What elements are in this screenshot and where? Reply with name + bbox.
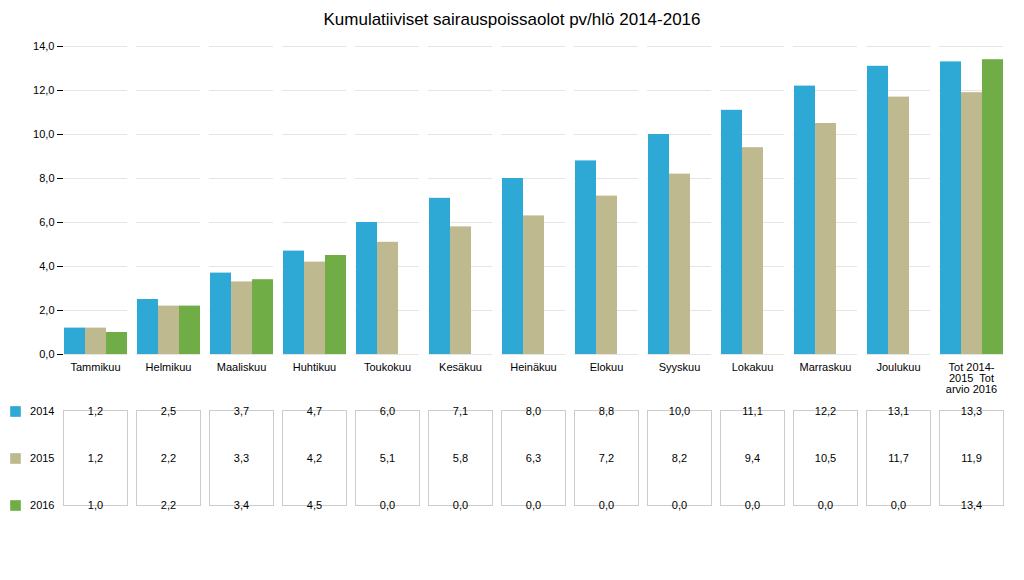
svg-text:0,0: 0,0 xyxy=(453,499,468,511)
html-text:Kumulatiiviset sairauspoissaol: Kumulatiiviset sairauspoissaolot pv/hlö … xyxy=(323,10,701,29)
svg-text:2,5: 2,5 xyxy=(161,406,176,417)
svg-text:8,8: 8,8 xyxy=(599,406,614,417)
svg-text:0,0: 0,0 xyxy=(380,499,395,511)
svg-text:3,4: 3,4 xyxy=(234,499,249,511)
svg-text:Marraskuu: Marraskuu xyxy=(800,361,852,373)
svg-text:1,2: 1,2 xyxy=(88,452,103,464)
svg-text:6,0: 6,0 xyxy=(39,216,54,228)
svg-text:6,0: 6,0 xyxy=(380,406,395,417)
svg-text:13,4: 13,4 xyxy=(961,499,982,511)
svg-text:12,2: 12,2 xyxy=(815,406,836,417)
svg-text:9,4: 9,4 xyxy=(745,452,760,464)
svg-text:2,0: 2,0 xyxy=(39,304,54,316)
svg-text:8,2: 8,2 xyxy=(672,452,687,464)
svg-text:1,0: 1,0 xyxy=(88,499,103,511)
svg-text:13,1: 13,1 xyxy=(888,406,909,417)
svg-text:3,7: 3,7 xyxy=(234,406,249,417)
svg-text:0,0: 0,0 xyxy=(599,499,614,511)
svg-text:Tot 2014-2015 Totarvio 2016: Tot 2014-2015 Totarvio 2016 xyxy=(946,361,997,395)
svg-text:Huhtikuu: Huhtikuu xyxy=(293,361,336,373)
svg-text:4,2: 4,2 xyxy=(307,452,322,464)
svg-text:Helmikuu: Helmikuu xyxy=(146,361,192,373)
svg-text:8,0: 8,0 xyxy=(526,406,541,417)
svg-text:Tammikuu: Tammikuu xyxy=(70,361,120,373)
svg-text:5,8: 5,8 xyxy=(453,452,468,464)
svg-text:11,9: 11,9 xyxy=(961,452,982,464)
svg-text:10,5: 10,5 xyxy=(815,452,836,464)
svg-text:Maaliskuu: Maaliskuu xyxy=(217,361,267,373)
svg-text:3,3: 3,3 xyxy=(234,452,249,464)
svg-text:Toukokuu: Toukokuu xyxy=(364,361,411,373)
svg-text:5,1: 5,1 xyxy=(380,452,395,464)
svg-text:0,0: 0,0 xyxy=(818,499,833,511)
svg-text:Syyskuu: Syyskuu xyxy=(659,361,701,373)
svg-text:2015: 2015 xyxy=(30,452,54,464)
svg-text:0,0: 0,0 xyxy=(891,499,906,511)
svg-text:0,0: 0,0 xyxy=(526,499,541,511)
svg-text:14,0: 14,0 xyxy=(33,40,54,52)
svg-text:12,0: 12,0 xyxy=(33,84,54,96)
svg-text:0,0: 0,0 xyxy=(672,499,687,511)
svg-text:2,2: 2,2 xyxy=(161,452,176,464)
svg-text:Kesäkuu: Kesäkuu xyxy=(439,361,482,373)
svg-text:Heinäkuu: Heinäkuu xyxy=(510,361,556,373)
svg-text:4,0: 4,0 xyxy=(39,260,54,272)
svg-text:0,0: 0,0 xyxy=(745,499,760,511)
svg-text:10,0: 10,0 xyxy=(33,128,54,140)
svg-text:Elokuu: Elokuu xyxy=(590,361,624,373)
svg-text:4,7: 4,7 xyxy=(307,406,322,417)
svg-text:10,0: 10,0 xyxy=(669,406,690,417)
svg-text:1,2: 1,2 xyxy=(88,406,103,417)
svg-text:2,2: 2,2 xyxy=(161,499,176,511)
svg-text:8,0: 8,0 xyxy=(39,172,54,184)
svg-text:7,1: 7,1 xyxy=(453,406,468,417)
svg-text:7,2: 7,2 xyxy=(599,452,614,464)
svg-text:2016: 2016 xyxy=(30,499,54,511)
svg-text:13,3: 13,3 xyxy=(961,406,982,417)
svg-text:6,3: 6,3 xyxy=(526,452,541,464)
svg-text:2014: 2014 xyxy=(30,406,54,417)
svg-text:Joulukuu: Joulukuu xyxy=(876,361,920,373)
svg-text:Lokakuu: Lokakuu xyxy=(732,361,774,373)
svg-text:11,1: 11,1 xyxy=(742,406,763,417)
svg-text:11,7: 11,7 xyxy=(888,452,909,464)
svg-text:0,0: 0,0 xyxy=(39,348,54,360)
svg-text:4,5: 4,5 xyxy=(307,499,322,511)
